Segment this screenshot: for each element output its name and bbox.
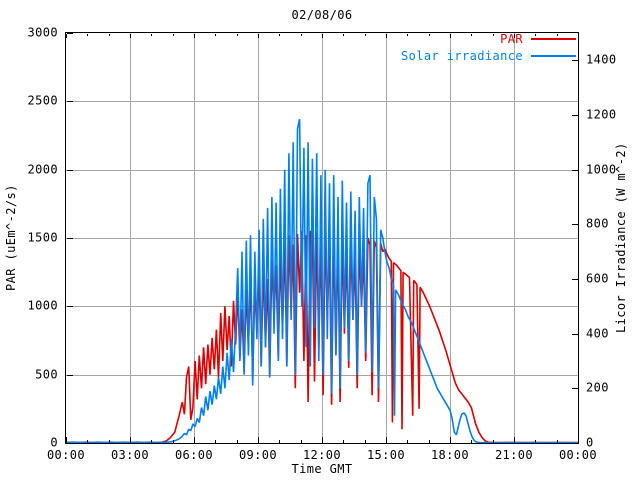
y-right-tick-label: 600 bbox=[586, 271, 609, 286]
legend-label-solar-irradiance: Solar irradiance bbox=[401, 49, 523, 63]
y-axis-right-title: Licor Irradiance (W m^-2) bbox=[614, 142, 628, 334]
y-left-tick-label: 2000 bbox=[27, 161, 58, 176]
x-tick-label: 21:00 bbox=[494, 448, 534, 462]
y-right-tick-label: 800 bbox=[586, 216, 609, 231]
x-tick-label: 06:00 bbox=[174, 448, 214, 462]
y-left-tick-label: 2500 bbox=[27, 93, 58, 108]
y-left-tick-label: 500 bbox=[35, 366, 58, 381]
legend-item-solar-irradiance: Solar irradiance bbox=[401, 49, 576, 63]
y-right-tick-label: 1000 bbox=[586, 161, 617, 176]
y-axis-left-title: PAR (uEm^-2/s) bbox=[4, 184, 18, 292]
y-right-tick-label: 0 bbox=[586, 435, 594, 450]
x-tick-label: 03:00 bbox=[110, 448, 150, 462]
x-axis-title: Time GMT bbox=[291, 462, 353, 476]
legend-line-sample-solar-irradiance bbox=[531, 55, 576, 57]
x-tick-label: 18:00 bbox=[430, 448, 470, 462]
x-tick-label: 00:00 bbox=[46, 448, 86, 462]
legend: PAR Solar irradiance bbox=[401, 32, 576, 63]
y-right-tick-label: 1200 bbox=[586, 107, 617, 122]
y-left-tick-label: 3000 bbox=[27, 25, 58, 40]
x-tick-label: 09:00 bbox=[238, 448, 278, 462]
y-right-tick-label: 200 bbox=[586, 380, 609, 395]
y-right-tick-label: 1400 bbox=[586, 52, 617, 67]
legend-line-sample-par bbox=[531, 38, 576, 40]
chart-title: 02/08/06 bbox=[291, 8, 353, 22]
plot-border bbox=[65, 32, 579, 444]
legend-label-par: PAR bbox=[500, 32, 523, 46]
y-left-tick-label: 1000 bbox=[27, 298, 58, 313]
series-line-solar-irradiance bbox=[65, 118, 578, 444]
x-tick-label: 15:00 bbox=[366, 448, 406, 462]
y-right-tick-label: 400 bbox=[586, 325, 609, 340]
y-left-tick-label: 1500 bbox=[27, 230, 58, 245]
legend-item-par: PAR bbox=[500, 32, 576, 46]
x-tick-label: 12:00 bbox=[302, 448, 342, 462]
y-left-tick-label: 0 bbox=[50, 435, 58, 450]
x-tick-label: 00:00 bbox=[558, 448, 598, 462]
